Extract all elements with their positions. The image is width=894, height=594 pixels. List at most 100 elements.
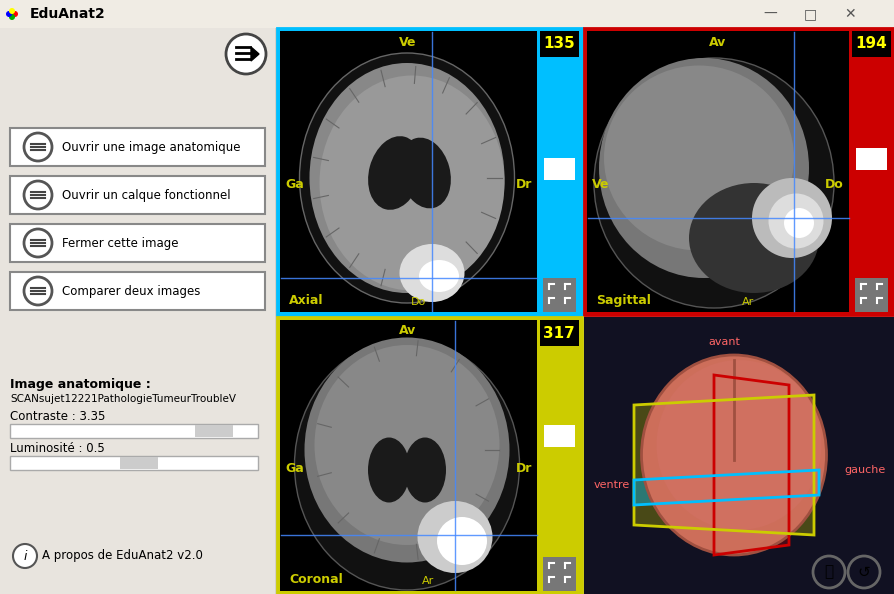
- Text: Ouvrir une image anatomique: Ouvrir une image anatomique: [62, 141, 240, 153]
- Polygon shape: [634, 395, 814, 535]
- Text: Ouvrir un calque fonctionnel: Ouvrir un calque fonctionnel: [62, 188, 231, 201]
- Bar: [277, 317, 582, 594]
- Ellipse shape: [399, 138, 451, 208]
- Ellipse shape: [404, 438, 446, 503]
- Bar: [10, 128, 265, 166]
- Text: Av: Av: [709, 36, 727, 49]
- Circle shape: [226, 34, 266, 74]
- Bar: [544, 425, 575, 447]
- Ellipse shape: [315, 345, 500, 545]
- Ellipse shape: [398, 156, 420, 191]
- Circle shape: [24, 181, 52, 209]
- Bar: [587, 31, 849, 312]
- Text: ↺: ↺: [857, 564, 871, 580]
- Ellipse shape: [594, 58, 834, 308]
- Text: Comparer deux images: Comparer deux images: [62, 285, 200, 298]
- Text: A propos de EduAnat2 v2.0: A propos de EduAnat2 v2.0: [42, 549, 203, 563]
- Polygon shape: [251, 47, 259, 61]
- Bar: [543, 557, 576, 591]
- Text: i: i: [23, 549, 27, 563]
- Polygon shape: [714, 375, 789, 555]
- Ellipse shape: [656, 360, 822, 530]
- Bar: [544, 158, 575, 180]
- Bar: [0, 0, 894, 28]
- Text: Do: Do: [825, 179, 844, 191]
- Polygon shape: [634, 470, 819, 505]
- Bar: [584, 28, 894, 315]
- Bar: [10, 176, 265, 214]
- Bar: [855, 278, 888, 312]
- Text: Fermer cette image: Fermer cette image: [62, 236, 179, 249]
- Ellipse shape: [752, 178, 832, 258]
- Ellipse shape: [437, 517, 487, 565]
- Text: —: —: [763, 7, 777, 21]
- Text: □: □: [804, 7, 816, 21]
- Circle shape: [13, 544, 37, 568]
- Circle shape: [9, 14, 15, 20]
- Ellipse shape: [305, 337, 510, 563]
- Text: Ve: Ve: [400, 36, 417, 49]
- Text: Image anatomique :: Image anatomique :: [10, 378, 151, 391]
- Text: Sagittal: Sagittal: [596, 294, 651, 307]
- Ellipse shape: [294, 340, 519, 590]
- Bar: [543, 278, 576, 312]
- Ellipse shape: [299, 53, 515, 303]
- Text: 📷: 📷: [824, 564, 833, 580]
- Bar: [120, 457, 158, 469]
- Text: Do: Do: [410, 297, 426, 307]
- Text: ventre: ventre: [594, 480, 630, 490]
- Bar: [856, 148, 887, 170]
- Bar: [852, 31, 891, 312]
- Ellipse shape: [689, 183, 819, 293]
- Circle shape: [12, 11, 18, 17]
- Bar: [10, 272, 265, 310]
- Text: 135: 135: [544, 36, 575, 52]
- Bar: [540, 320, 579, 591]
- Text: Dr: Dr: [516, 179, 532, 191]
- Bar: [584, 317, 894, 594]
- Ellipse shape: [319, 75, 504, 290]
- Ellipse shape: [309, 63, 504, 293]
- Text: Ar: Ar: [742, 297, 755, 307]
- Bar: [10, 424, 258, 438]
- Text: Coronal: Coronal: [289, 573, 342, 586]
- Text: EduAnat2: EduAnat2: [30, 7, 105, 21]
- Circle shape: [6, 11, 12, 17]
- Bar: [10, 224, 265, 262]
- Ellipse shape: [599, 58, 809, 278]
- Text: 194: 194: [856, 36, 887, 52]
- Text: Contraste : 3.35: Contraste : 3.35: [10, 410, 105, 423]
- Ellipse shape: [368, 136, 422, 210]
- Ellipse shape: [417, 501, 493, 573]
- Bar: [540, 320, 579, 346]
- Circle shape: [9, 8, 15, 14]
- Circle shape: [24, 133, 52, 161]
- Text: ✕: ✕: [844, 7, 856, 21]
- Text: SCANsujet12221PathologieTumeurTroubleV: SCANsujet12221PathologieTumeurTroubleV: [10, 394, 236, 404]
- Text: Av: Av: [400, 324, 417, 337]
- Circle shape: [24, 277, 52, 305]
- Text: 317: 317: [544, 326, 575, 340]
- Ellipse shape: [368, 438, 410, 503]
- Bar: [540, 31, 579, 312]
- Circle shape: [24, 229, 52, 257]
- Ellipse shape: [604, 65, 794, 251]
- Bar: [10, 456, 258, 470]
- Text: Dr: Dr: [516, 463, 532, 476]
- Bar: [852, 31, 891, 57]
- Ellipse shape: [642, 355, 826, 555]
- Ellipse shape: [784, 208, 814, 238]
- Text: Luminosité : 0.5: Luminosité : 0.5: [10, 442, 105, 455]
- Text: avant: avant: [708, 337, 740, 347]
- Text: Ve: Ve: [592, 179, 610, 191]
- Bar: [280, 31, 537, 312]
- Bar: [540, 31, 579, 57]
- Text: Ga: Ga: [285, 179, 304, 191]
- Text: Ar: Ar: [422, 576, 434, 586]
- Ellipse shape: [769, 194, 823, 248]
- Text: gauche: gauche: [845, 465, 886, 475]
- Ellipse shape: [400, 244, 465, 302]
- Text: Axial: Axial: [289, 294, 324, 307]
- Bar: [195, 425, 233, 437]
- Bar: [280, 320, 537, 591]
